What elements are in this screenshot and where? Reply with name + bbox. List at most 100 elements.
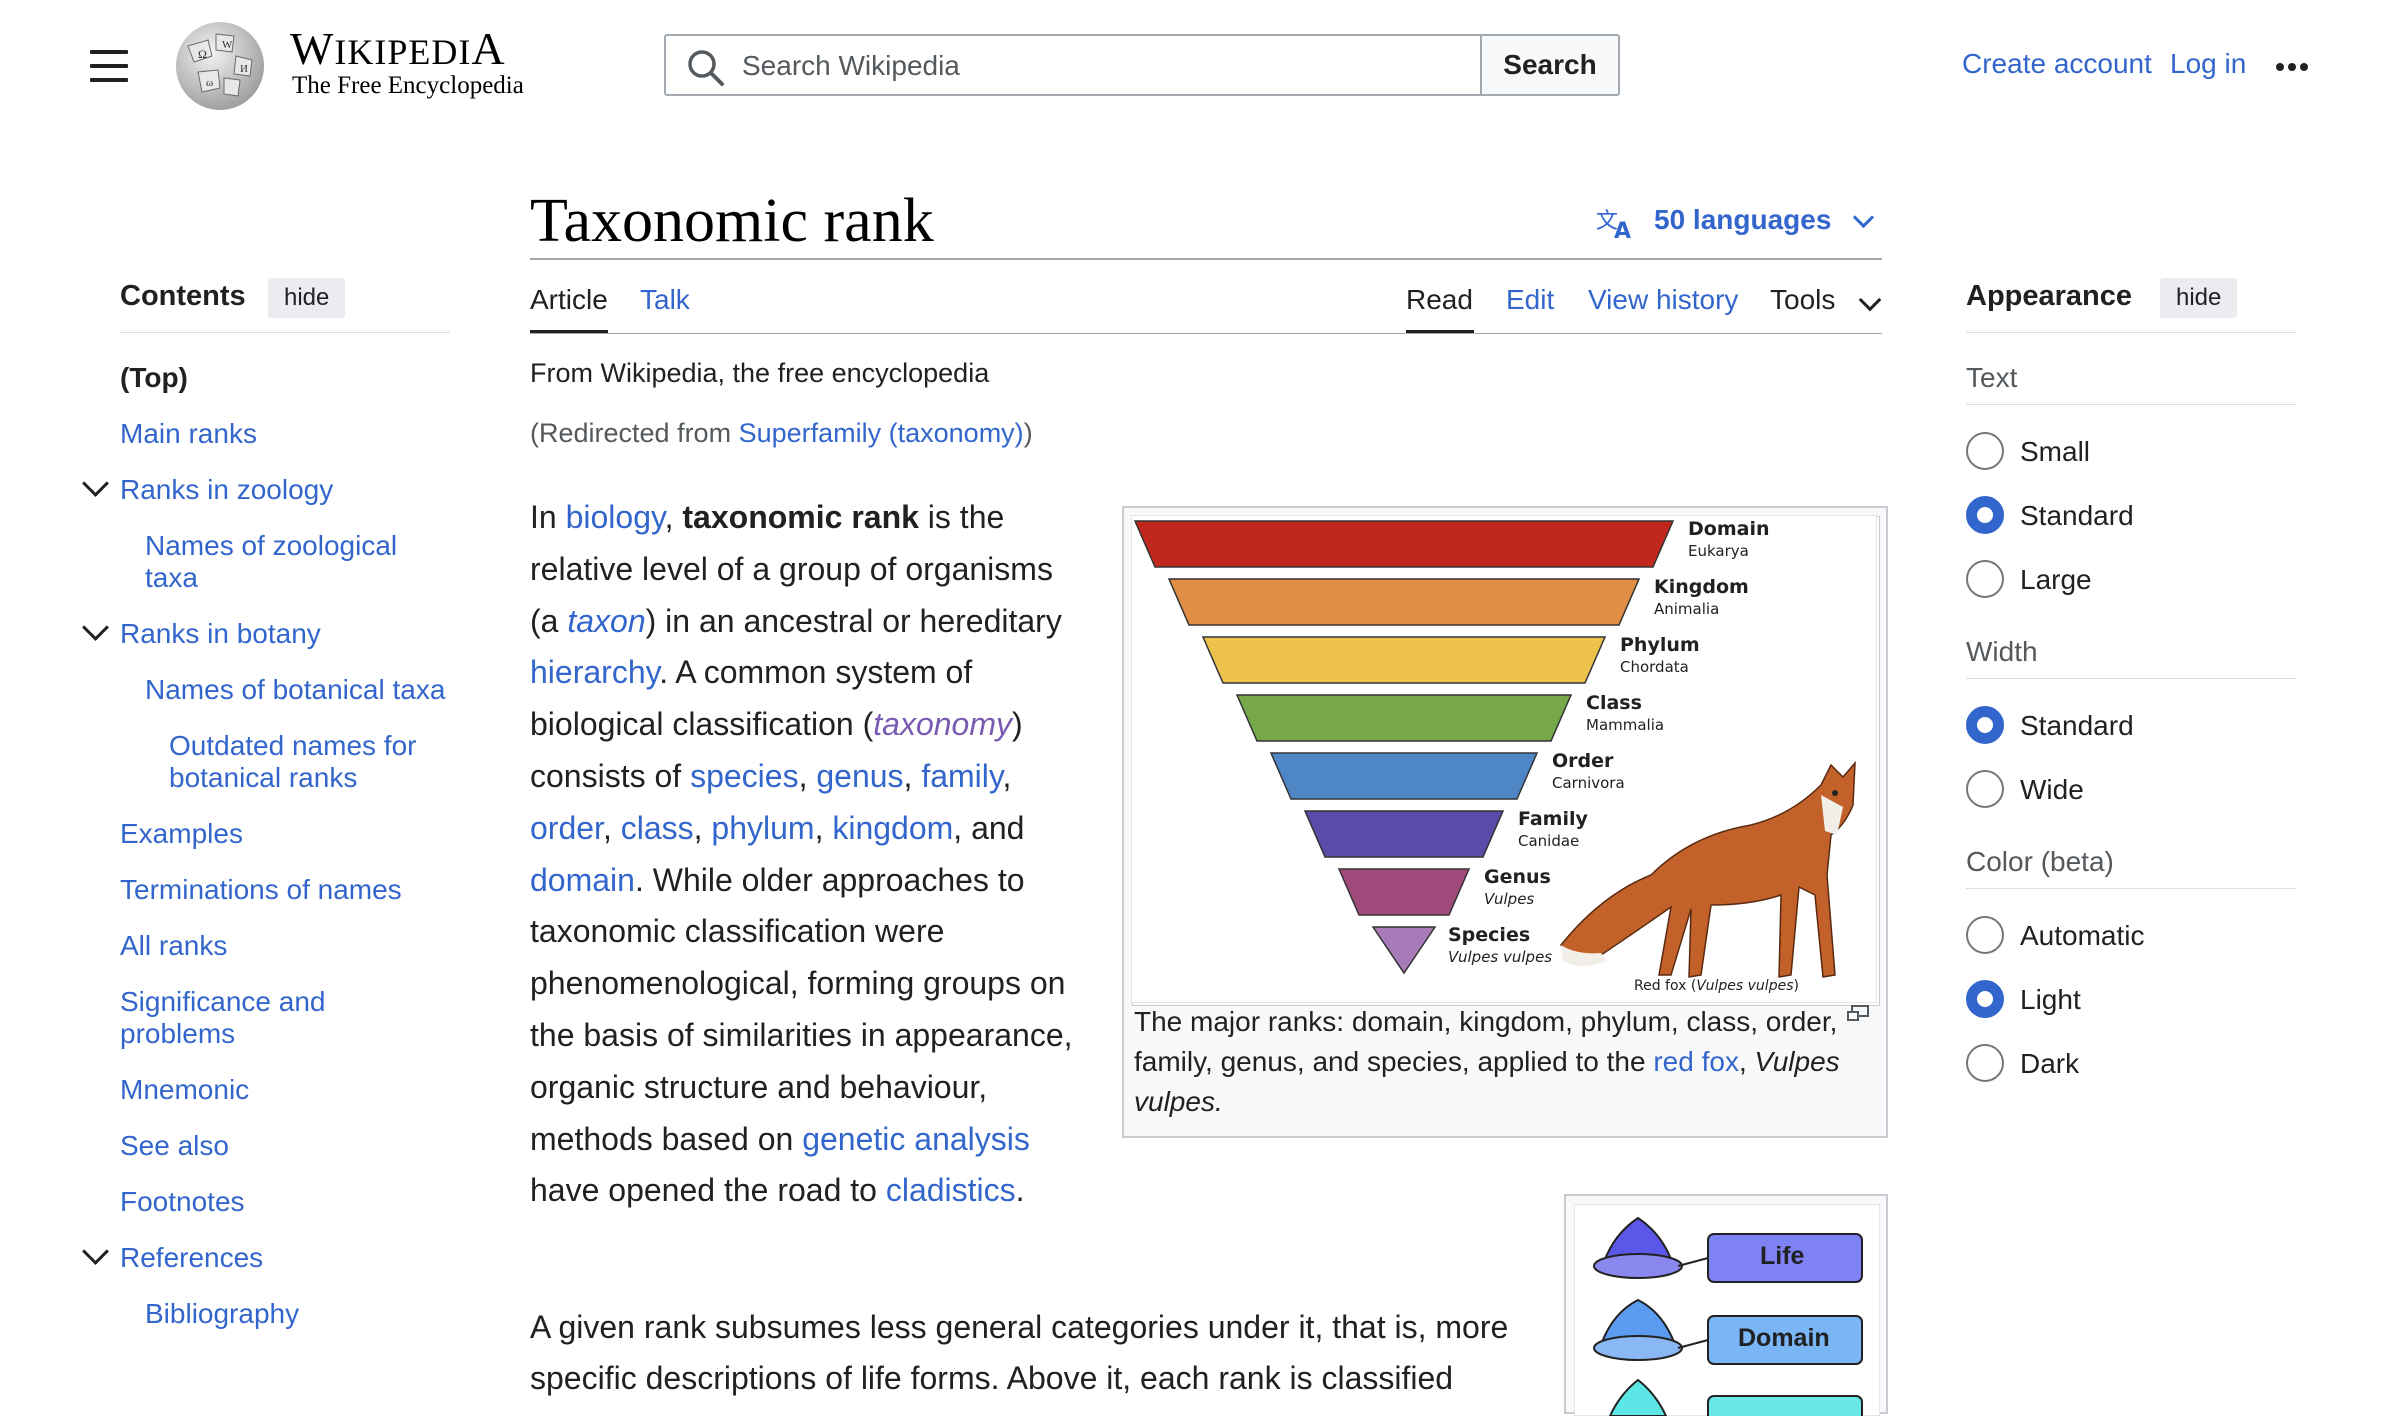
tab-article[interactable]: Article — [530, 284, 608, 315]
link-genus[interactable]: genus — [816, 757, 904, 794]
toc-item-outdated-names[interactable]: Outdated names for botanical ranks — [169, 730, 417, 793]
toc-hide-button[interactable]: hide — [268, 278, 346, 318]
rank-label-order: Order — [1552, 750, 1614, 772]
toc-toggle-references-chevron-icon[interactable] — [82, 1238, 109, 1265]
toc-item-names-of-botanical-taxa[interactable]: Names of botanical taxa — [145, 674, 446, 705]
intro-paragraph: In biology, taxonomic rank is the relati… — [530, 499, 1073, 1209]
link-red-fox[interactable]: red fox — [1653, 1046, 1739, 1077]
toc-toggle-botany-chevron-icon[interactable] — [82, 614, 109, 641]
link-kingdom[interactable]: kingdom — [832, 809, 954, 846]
create-account-link[interactable]: Create account — [1962, 48, 2152, 79]
rank-example-phylum: Chordata — [1620, 658, 1689, 676]
search-input[interactable] — [740, 46, 1464, 86]
toc-toggle-zoology-chevron-icon[interactable] — [82, 470, 109, 497]
width-divider — [1966, 678, 2296, 679]
toc-item-ranks-in-botany[interactable]: Ranks in botany — [120, 618, 321, 649]
toc-item-mnemonic[interactable]: Mnemonic — [120, 1074, 250, 1105]
rank-example-order: Carnivora — [1552, 774, 1625, 792]
link-domain[interactable]: domain — [530, 861, 635, 898]
rank-example-class: Mammalia — [1586, 716, 1665, 734]
svg-text:Ω: Ω — [198, 47, 207, 61]
figure-caption: The major ranks: domain, kingdom, phylum… — [1134, 1006, 1840, 1117]
tools-chevron-icon[interactable] — [1858, 288, 1882, 312]
more-options-icon[interactable] — [2276, 58, 2316, 71]
rank-example-kingdom: Animalia — [1654, 600, 1720, 618]
pyramid-band-phylum — [1201, 636, 1607, 684]
toc-item-references[interactable]: References — [120, 1242, 264, 1273]
toc-item-top[interactable]: (Top) — [120, 362, 188, 393]
radio-label-width-standard[interactable]: Standard — [2020, 710, 2134, 741]
radio-text-standard[interactable] — [1966, 496, 2004, 534]
link-class[interactable]: class — [620, 809, 694, 846]
hierarchy-figure[interactable]: Life Domain — [1564, 1194, 1888, 1416]
link-taxonomy[interactable]: taxonomy — [873, 706, 1012, 743]
radio-text-large[interactable] — [1966, 560, 2004, 598]
svg-text:文: 文 — [1596, 209, 1618, 234]
radio-label-width-wide[interactable]: Wide — [2020, 774, 2084, 805]
pyramid-band-domain — [1133, 520, 1675, 568]
redirect-link[interactable]: Superfamily (taxonomy) — [738, 418, 1024, 448]
toc-item-footnotes[interactable]: Footnotes — [120, 1186, 245, 1217]
radio-label-color-dark[interactable]: Dark — [2020, 1048, 2080, 1079]
radio-color-dark[interactable] — [1966, 1044, 2004, 1082]
link-cladistics[interactable]: cladistics — [885, 1172, 1016, 1209]
pyramid-band-genus — [1337, 868, 1471, 916]
tab-edit[interactable]: Edit — [1506, 284, 1555, 315]
enlarge-icon[interactable] — [1846, 1004, 1870, 1024]
radio-text-small[interactable] — [1966, 432, 2004, 470]
wikipedia-wordmark[interactable]: WIKIPEDIA — [290, 23, 506, 74]
tab-talk[interactable]: Talk — [640, 284, 690, 315]
radio-label-text-standard[interactable]: Standard — [2020, 500, 2134, 531]
radio-label-text-small[interactable]: Small — [2020, 436, 2091, 467]
login-link[interactable]: Log in — [2170, 48, 2247, 79]
language-button[interactable]: 50 languages — [1654, 204, 1832, 235]
link-phylum[interactable]: phylum — [711, 809, 815, 846]
tab-view-history[interactable]: View history — [1588, 284, 1739, 315]
appearance-divider — [1966, 332, 2296, 333]
toc-item-ranks-in-zoology[interactable]: Ranks in zoology — [120, 474, 334, 505]
link-family[interactable]: family — [921, 757, 1003, 794]
search-button[interactable]: Search — [1480, 34, 1620, 96]
radio-color-light[interactable] — [1966, 980, 2004, 1018]
radio-label-color-automatic[interactable]: Automatic — [2020, 920, 2145, 951]
radio-width-wide[interactable] — [1966, 770, 2004, 808]
link-taxon[interactable]: taxon — [567, 602, 646, 639]
rank-label-kingdom: Kingdom — [1654, 576, 1749, 598]
rank-pyramid — [1131, 515, 1877, 1003]
link-species[interactable]: species — [690, 757, 799, 794]
toc-item-significance[interactable]: Significance and problems — [120, 986, 326, 1049]
language-chevron-icon[interactable] — [1852, 206, 1875, 229]
rank-example-genus: Vulpes — [1484, 890, 1535, 908]
toc-item-terminations-of-names[interactable]: Terminations of names — [120, 874, 402, 905]
toc-item-see-also[interactable]: See also — [120, 1130, 229, 1161]
language-icon[interactable]: 文 A — [1596, 202, 1636, 242]
toc-item-examples[interactable]: Examples — [120, 818, 243, 849]
toc-item-names-of-zoological-taxa[interactable]: Names of zoological taxa — [145, 530, 398, 593]
radio-color-automatic[interactable] — [1966, 916, 2004, 954]
hierarchy-diagram — [1574, 1204, 1880, 1416]
link-hierarchy[interactable]: hierarchy — [530, 654, 660, 691]
main-menu-icon[interactable] — [90, 50, 128, 84]
link-biology[interactable]: biology — [565, 499, 665, 535]
link-order[interactable]: order — [530, 809, 603, 846]
rank-label-species: Species — [1448, 924, 1531, 946]
page-title: Taxonomic rank — [530, 187, 934, 255]
color-divider — [1966, 888, 2296, 889]
toc-item-all-ranks[interactable]: All ranks — [120, 930, 228, 961]
wikipedia-globe-logo[interactable]: Ω W И ω — [168, 16, 272, 112]
search-box[interactable] — [664, 34, 1482, 96]
bold-term: taxonomic rank — [682, 499, 919, 535]
svg-text:A: A — [1614, 219, 1631, 242]
link-genetic-analysis[interactable]: genetic analysis — [802, 1120, 1030, 1157]
appearance-hide-button[interactable]: hide — [2160, 278, 2238, 318]
toc-item-bibliography[interactable]: Bibliography — [145, 1298, 300, 1329]
radio-width-standard[interactable] — [1966, 706, 2004, 744]
diagram-label-life: Life — [1760, 1242, 1805, 1270]
search-icon — [688, 50, 724, 86]
radio-label-color-light[interactable]: Light — [2020, 984, 2081, 1015]
tab-read[interactable]: Read — [1406, 284, 1473, 315]
tools-menu[interactable]: Tools — [1770, 284, 1836, 315]
toc-item-main-ranks[interactable]: Main ranks — [120, 418, 257, 449]
radio-label-text-large[interactable]: Large — [2020, 564, 2092, 595]
text-size-label: Text — [1966, 362, 2018, 393]
